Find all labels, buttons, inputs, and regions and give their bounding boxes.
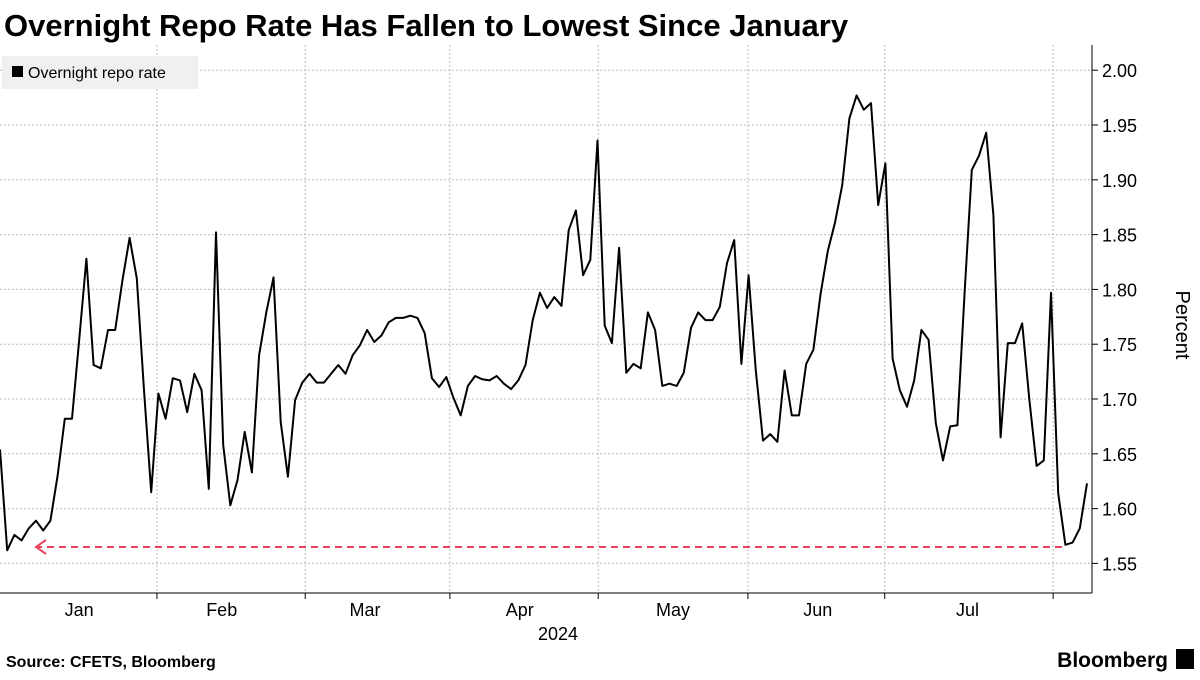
y-tick-label: 1.80 xyxy=(1102,280,1137,300)
y-tick-label: 1.90 xyxy=(1102,171,1137,191)
x-tick-label: Feb xyxy=(206,600,237,620)
x-tick-label: Jul xyxy=(956,600,979,620)
legend-label: Overnight repo rate xyxy=(28,65,166,82)
series-line xyxy=(0,94,1088,552)
x-tick-label: Jan xyxy=(65,600,94,620)
y-tick-label: 1.95 xyxy=(1102,116,1137,136)
legend-swatch xyxy=(12,66,23,77)
x-tick-label: Apr xyxy=(506,600,534,620)
y-tick-label: 1.65 xyxy=(1102,445,1137,465)
x-axis-label: 2024 xyxy=(538,624,578,644)
y-tick-label: 1.55 xyxy=(1102,554,1137,574)
y-tick-label: 1.70 xyxy=(1102,390,1137,410)
brand: Bloomberg xyxy=(1057,649,1168,672)
x-tick-label: Mar xyxy=(349,600,380,620)
y-tick-label: 2.00 xyxy=(1102,61,1137,81)
y-tick-label: 1.75 xyxy=(1102,335,1137,355)
chart-title: Overnight Repo Rate Has Fallen to Lowest… xyxy=(4,8,849,43)
y-tick-label: 1.60 xyxy=(1102,500,1137,520)
source: Source: CFETS, Bloomberg xyxy=(6,654,216,671)
reference-arrowhead xyxy=(34,539,47,555)
legend-box xyxy=(2,56,198,89)
y-tick-label: 1.85 xyxy=(1102,226,1137,246)
x-tick-label: May xyxy=(656,600,690,620)
x-tick-label: Jun xyxy=(803,600,832,620)
brand-icon xyxy=(1176,649,1194,669)
y-axis-label: Percent xyxy=(1171,291,1193,360)
